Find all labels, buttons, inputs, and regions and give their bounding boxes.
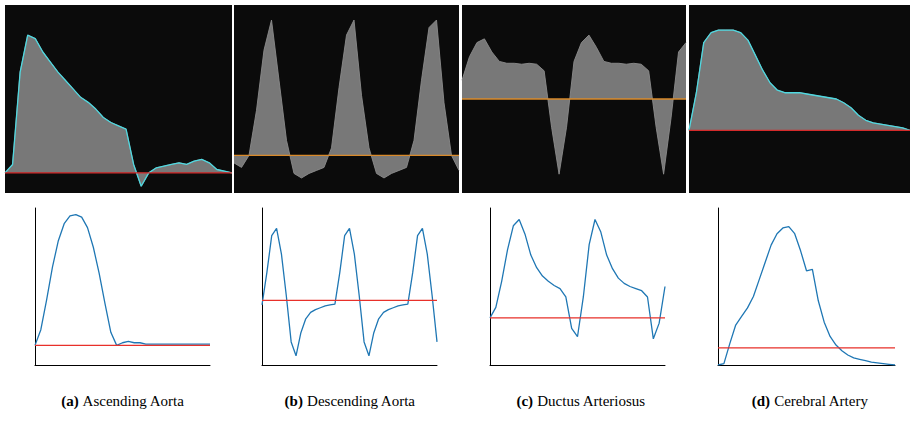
svg-text:(b): (b): [285, 393, 303, 410]
svg-text:Descending Aorta: Descending Aorta: [303, 393, 415, 409]
svg-text:Cerebral Artery: Cerebral Artery: [770, 393, 868, 409]
svg-text:Ductus Arteriosus: Ductus Arteriosus: [533, 393, 645, 409]
svg-text:(d): (d): [752, 393, 770, 410]
svg-text:(c): (c): [516, 393, 533, 410]
svg-text:Ascending Aorta: Ascending Aorta: [80, 393, 184, 409]
svg-text:(a): (a): [61, 393, 79, 410]
